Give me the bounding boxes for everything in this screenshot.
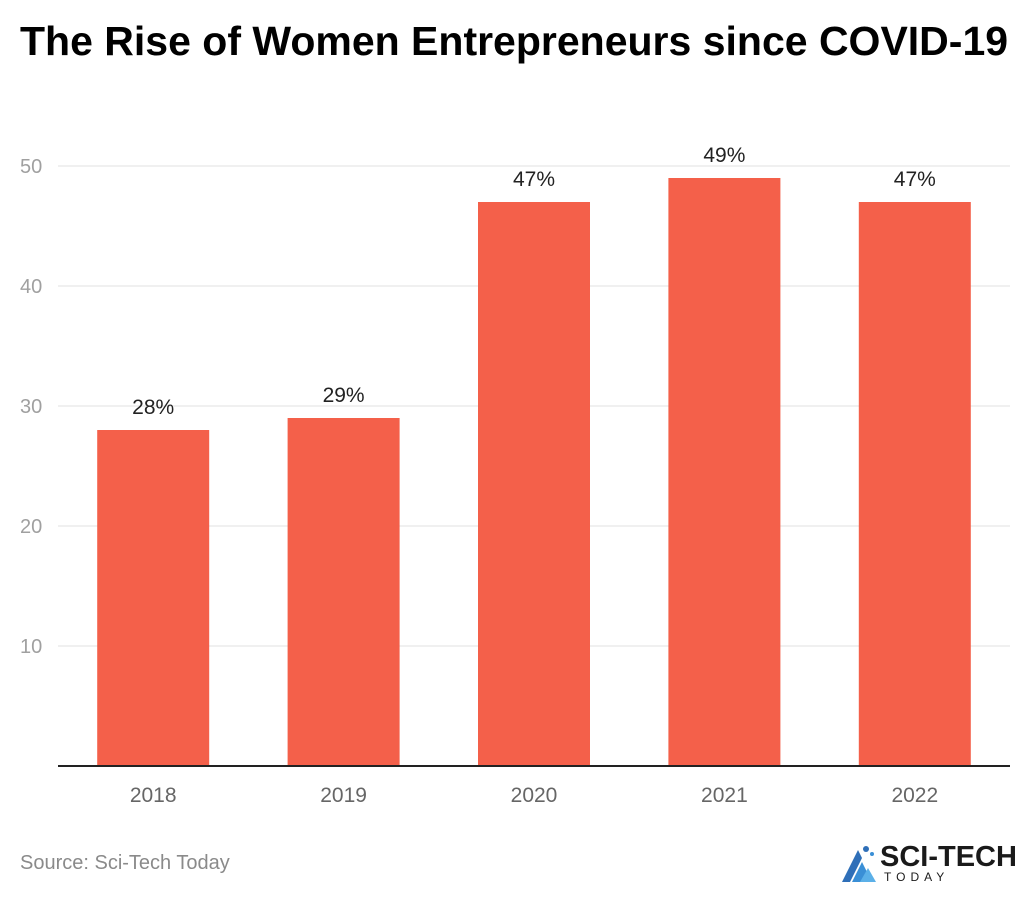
bar-2020 (478, 202, 590, 766)
x-tick-label: 2022 (891, 784, 938, 807)
y-tick-label: 40 (20, 276, 42, 298)
brand-subtitle: TODAY (884, 870, 950, 884)
bars (97, 178, 971, 766)
x-tick-label: 2020 (511, 784, 558, 807)
x-tick-label: 2021 (701, 784, 748, 807)
y-tick-label: 50 (20, 156, 42, 178)
y-axis-tick-labels: 10 20 30 40 50 (20, 156, 42, 658)
bar-2019 (287, 418, 400, 766)
y-tick-label: 10 (20, 636, 42, 658)
brand-name: SCI-TECH (880, 841, 1017, 873)
sci-tech-logo-icon (842, 846, 876, 882)
data-label: 47% (894, 168, 936, 191)
y-tick-label: 20 (20, 516, 42, 538)
bar-2021 (668, 178, 781, 766)
x-tick-label: 2019 (320, 784, 367, 807)
data-label: 29% (323, 384, 365, 407)
brand-logo: SCI-TECH TODAY (838, 840, 1018, 888)
x-tick-label: 2018 (130, 784, 177, 807)
data-label: 28% (132, 396, 174, 419)
data-labels: 28% 29% 47% 49% 47% (132, 144, 936, 419)
chart-title: The Rise of Women Entrepreneurs since CO… (20, 18, 1009, 64)
y-tick-label: 30 (20, 396, 42, 418)
bar-2022 (858, 202, 971, 766)
data-label: 47% (513, 168, 555, 191)
bar-2018 (97, 430, 210, 766)
x-axis-tick-labels: 2018 2019 2020 2021 2022 (130, 784, 938, 807)
source-note: Source: Sci-Tech Today (20, 852, 230, 874)
data-label: 49% (703, 144, 745, 167)
